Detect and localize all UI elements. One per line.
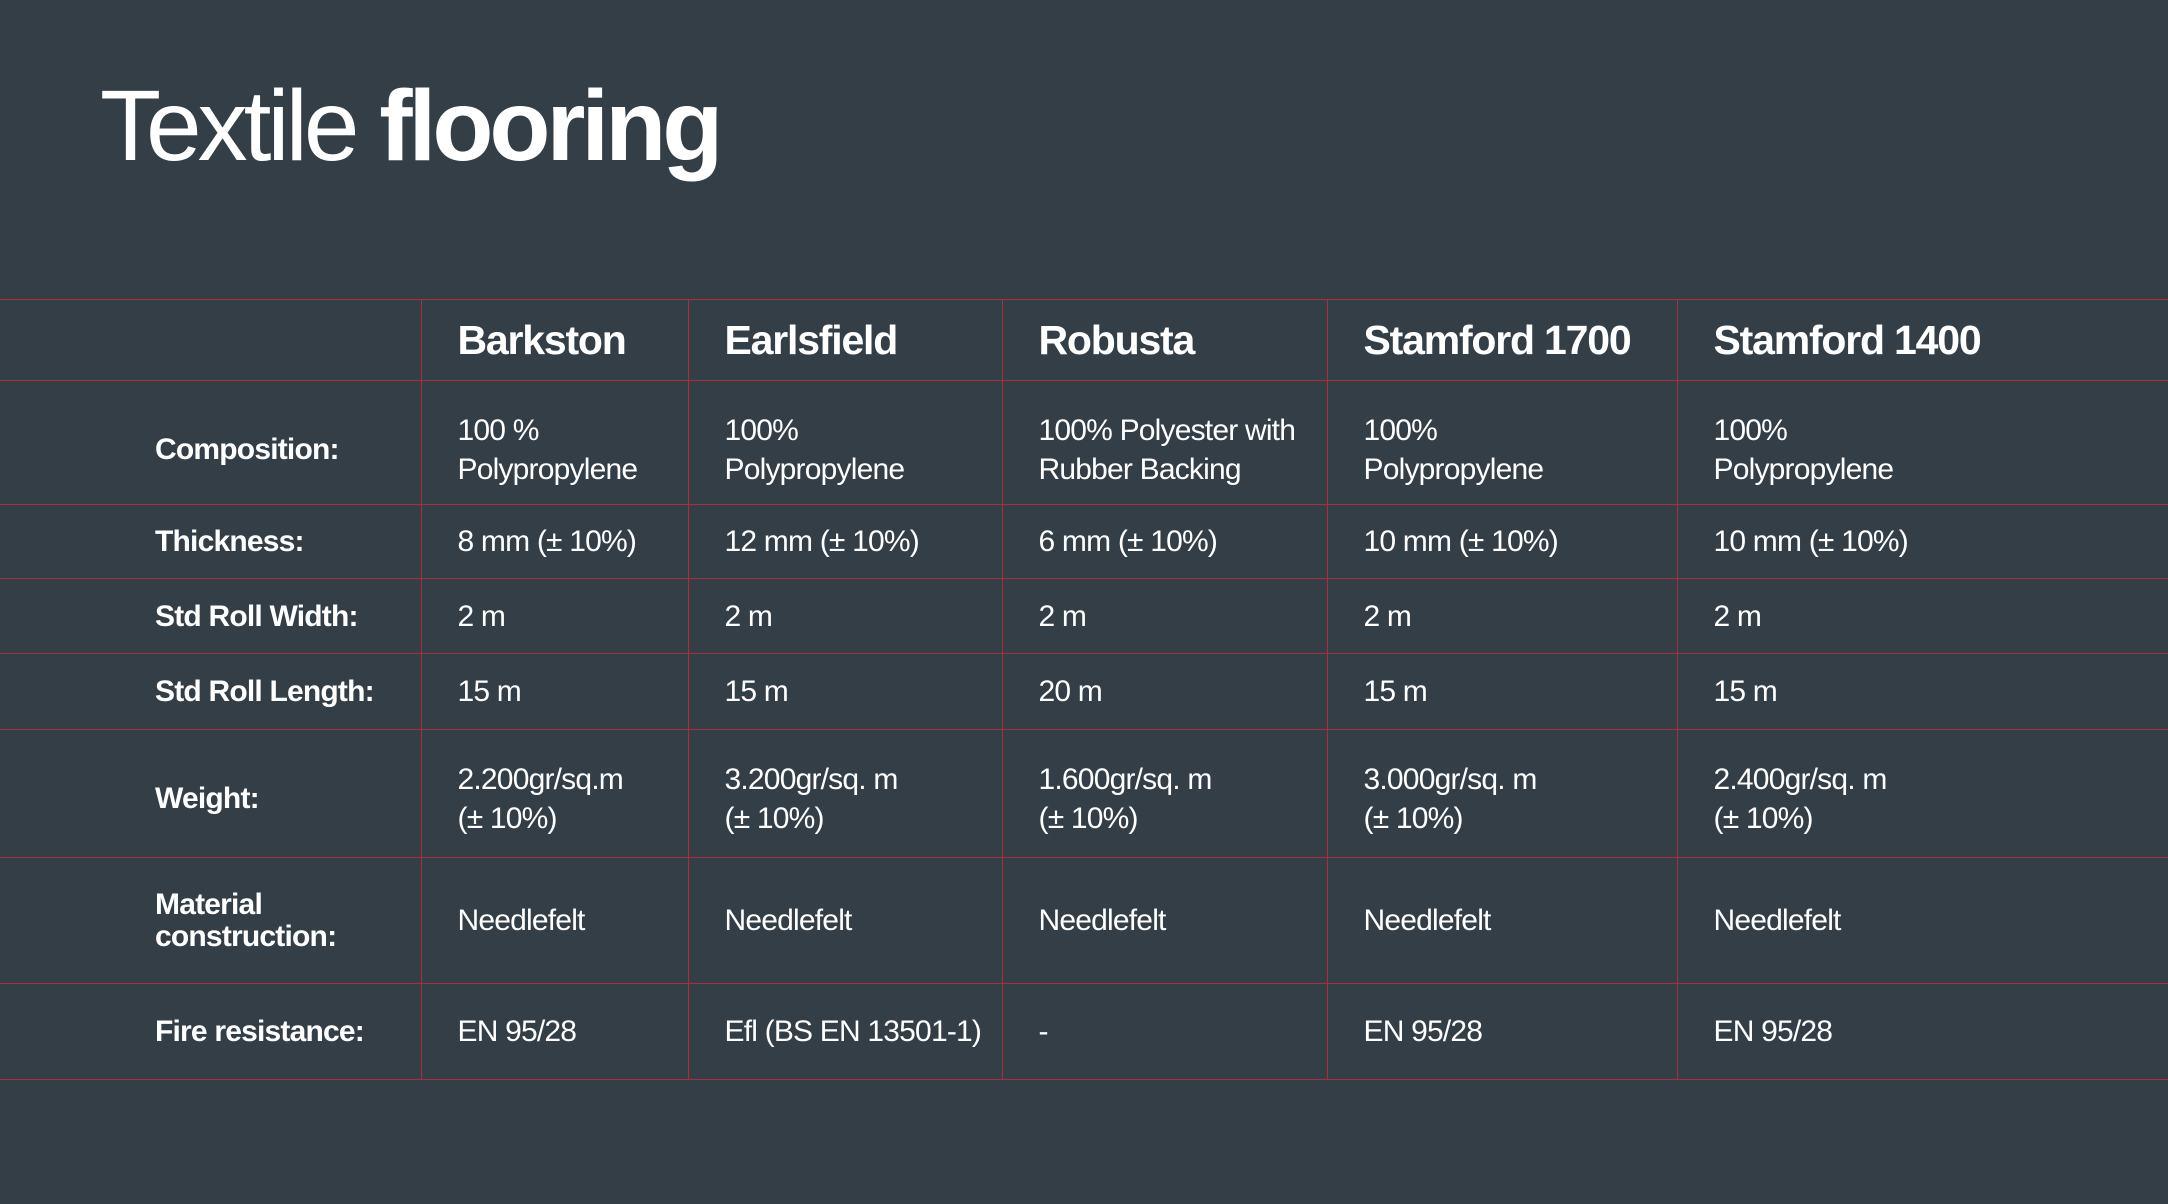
table-cell: 2 m: [1326, 578, 1677, 654]
table-cell: 15 m: [420, 653, 688, 730]
table-cell: EN 95/28: [1676, 983, 2168, 1080]
table-cell: 100 % Polypropylene: [420, 380, 688, 505]
table-cell: 6 mm (± 10%): [1001, 504, 1327, 579]
row-label: Std Roll Length:: [0, 653, 421, 730]
title-bold: flooring: [379, 70, 723, 182]
title-light: Textile: [100, 70, 359, 182]
column-header: Earlsfield: [687, 299, 1002, 381]
row-label: Fire resistance:: [0, 983, 421, 1080]
table-row-material-construction: Material construction: Needlefelt Needle…: [0, 857, 2168, 984]
row-label: Material construction:: [0, 857, 421, 984]
table-row-composition: Composition: 100 % Polypropylene 100% Po…: [0, 380, 2168, 505]
table-cell: Needlefelt: [1001, 857, 1327, 984]
column-header: Stamford 1400: [1676, 299, 2168, 381]
table-row-roll-width: Std Roll Width: 2 m 2 m 2 m 2 m 2 m: [0, 578, 2168, 654]
table-row-fire-resistance: Fire resistance: EN 95/28 Efl (BS EN 135…: [0, 983, 2168, 1080]
table-cell: 100% Polyester with Rubber Backing: [1001, 380, 1327, 505]
table-cell: EN 95/28: [420, 983, 688, 1080]
table-cell: 15 m: [687, 653, 1002, 730]
table-cell: 2 m: [1001, 578, 1327, 654]
row-label: Composition:: [0, 380, 421, 505]
table-cell: 3.200gr/sq. m (± 10%): [687, 729, 1002, 858]
table-row-weight: Weight: 2.200gr/sq.m (± 10%) 3.200gr/sq.…: [0, 729, 2168, 858]
table-row-thickness: Thickness: 8 mm (± 10%) 12 mm (± 10%) 6 …: [0, 504, 2168, 579]
table-header-row: Barkston Earlsfield Robusta Stamford 170…: [0, 299, 2168, 381]
row-label: Weight:: [0, 729, 421, 858]
row-label: Thickness:: [0, 504, 421, 579]
table-cell: Efl (BS EN 13501-1): [687, 983, 1002, 1080]
table-cell: 100% Polypropylene: [1326, 380, 1677, 505]
table-cell: Needlefelt: [1676, 857, 2168, 984]
table-cell: 1.600gr/sq. m (± 10%): [1001, 729, 1327, 858]
table-cell: -: [1001, 983, 1327, 1080]
table-cell: 100% Polypropylene: [1676, 380, 2168, 505]
column-header: Robusta: [1001, 299, 1327, 381]
table-row-roll-length: Std Roll Length: 15 m 15 m 20 m 15 m 15 …: [0, 653, 2168, 730]
table-cell: 10 mm (± 10%): [1326, 504, 1677, 579]
table-cell: Needlefelt: [687, 857, 1002, 984]
table-cell: Needlefelt: [1326, 857, 1677, 984]
specification-table: Barkston Earlsfield Robusta Stamford 170…: [0, 299, 2168, 1080]
table-cell: 3.000gr/sq. m (± 10%): [1326, 729, 1677, 858]
table-cell: 12 mm (± 10%): [687, 504, 1002, 579]
table-cell: 100% Polypropylene: [687, 380, 1002, 505]
table-cell: 2.400gr/sq. m (± 10%): [1676, 729, 2168, 858]
table-cell: 8 mm (± 10%): [420, 504, 688, 579]
table-cell: 15 m: [1676, 653, 2168, 730]
table-cell: 10 mm (± 10%): [1676, 504, 2168, 579]
table-cell: 2 m: [1676, 578, 2168, 654]
table-cell: EN 95/28: [1326, 983, 1677, 1080]
table-cell: 20 m: [1001, 653, 1327, 730]
row-label: Std Roll Width:: [0, 578, 421, 654]
table-cell: Needlefelt: [420, 857, 688, 984]
column-header: Barkston: [420, 299, 688, 381]
table-cell: 2.200gr/sq.m (± 10%): [420, 729, 688, 858]
table-cell: 2 m: [420, 578, 688, 654]
page-title: Textile flooring: [100, 66, 723, 186]
header-corner: [0, 299, 421, 381]
column-header: Stamford 1700: [1326, 299, 1677, 381]
table-cell: 15 m: [1326, 653, 1677, 730]
table-cell: 2 m: [687, 578, 1002, 654]
